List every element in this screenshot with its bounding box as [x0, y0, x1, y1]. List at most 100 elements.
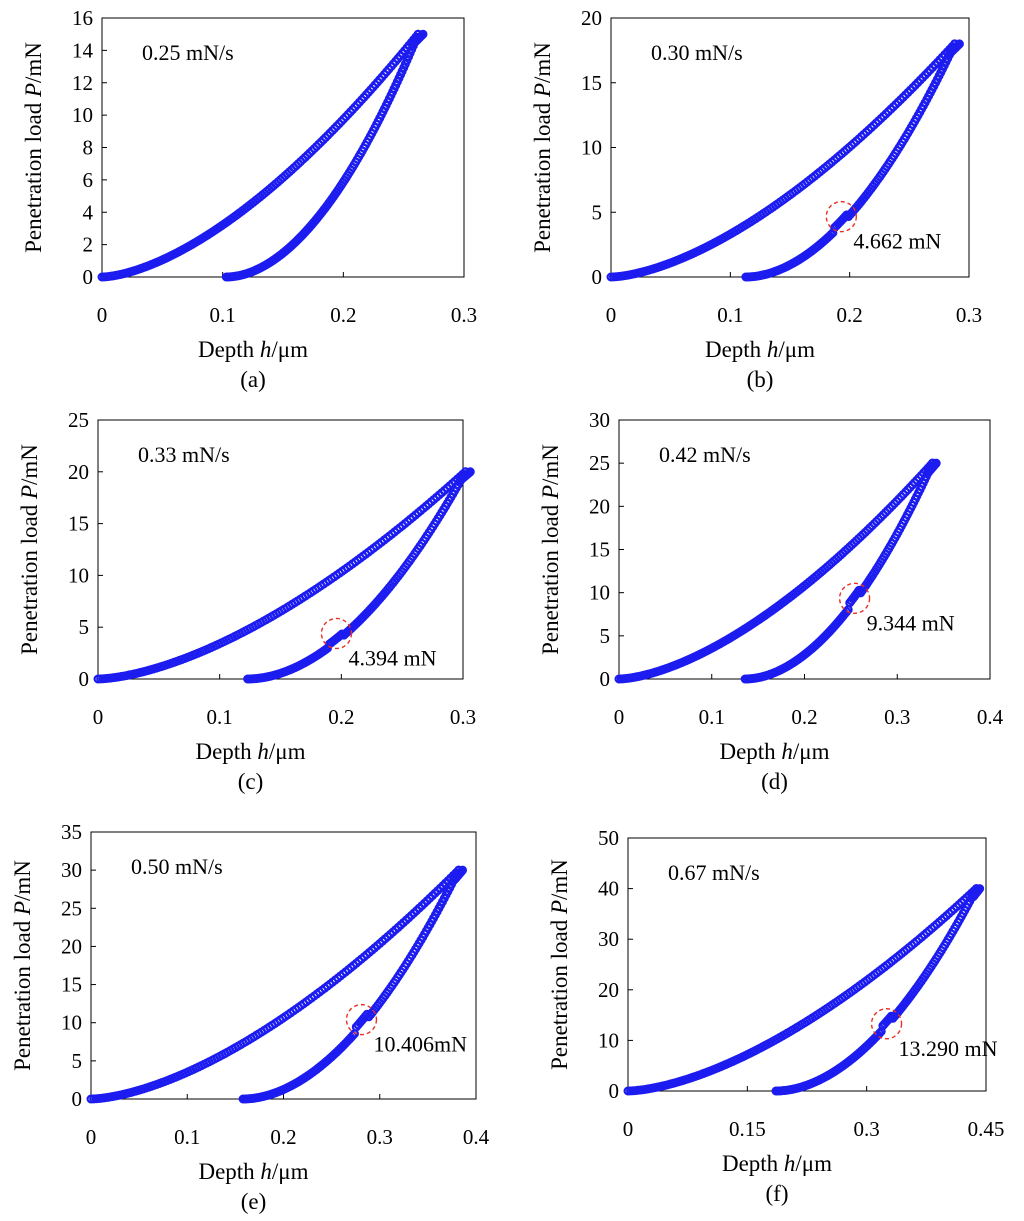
panel-b-ylabel-text: Penetration load — [530, 97, 555, 253]
panel-a-ytick-label: 0 — [83, 265, 94, 289]
panel-b-ytick-label: 10 — [581, 136, 602, 160]
panel-b-data-points — [606, 39, 964, 282]
panel-c-rate-label: 0.33 mN/s — [138, 442, 230, 467]
panel-e-ytick-label: 30 — [61, 858, 82, 882]
panel-c-xtick-label: 0.3 — [450, 705, 476, 729]
panel-e-ytick-label: 10 — [61, 1011, 82, 1035]
panel-f-rate-label: 0.67 mN/s — [668, 860, 760, 885]
panel-a-rate-label: 0.25 mN/s — [142, 40, 234, 65]
panel-d-label: (d) — [761, 769, 788, 794]
panel-c-xlabel-var: h — [257, 739, 269, 764]
panel-b-ylabel-unit: /mN — [530, 42, 555, 83]
panel-c-ylabel-unit: /mN — [17, 444, 42, 485]
panel-d-ylabel-unit: /mN — [538, 444, 563, 485]
panel-e-ytick-label: 5 — [72, 1049, 83, 1073]
panel-d-ytick-label: 5 — [600, 624, 611, 648]
panel-b-xtick-label: 0 — [606, 303, 617, 327]
panel-a-xlabel: Depth h/μm — [198, 337, 308, 362]
panel-b-xtick-label: 0.1 — [717, 303, 743, 327]
panel-f-dwell-point — [975, 884, 985, 894]
panel-a-dwell-point — [418, 29, 428, 39]
panel-b-popin-circle — [825, 200, 858, 233]
panel-c-popin-label: 4.394 mN — [348, 645, 436, 670]
panel-d-popin-label: 9.344 mN — [867, 610, 955, 635]
panel-f-xlabel-var: h — [784, 1151, 796, 1176]
panel-b-ytick-label: 15 — [581, 71, 602, 95]
panel-a-ylabel: Penetration load P/mN — [21, 42, 46, 253]
panel-c-ytick-label: 0 — [79, 667, 90, 691]
panel-f-xlabel: Depth h/μm — [722, 1151, 832, 1176]
panel-e-ytick-label: 15 — [61, 973, 82, 997]
panel-b-xlabel: Depth h/μm — [705, 337, 815, 362]
panel-d-ytick-label: 0 — [600, 667, 611, 691]
panel-b-popin-label: 4.662 mN — [853, 229, 941, 254]
panel-e-xtick-label: 0.2 — [270, 1125, 296, 1149]
panel-f-ytick-label: 50 — [598, 826, 619, 850]
panel-b-dwell-point — [954, 39, 964, 49]
panel-a-xtick-label: 0.2 — [330, 303, 356, 327]
panel-e-data-points — [86, 865, 468, 1104]
panel-c-xtick-label: 0.1 — [207, 705, 233, 729]
panel-d-xtick-label: 0.1 — [699, 705, 725, 729]
panel-e-ylabel-text: Penetration load — [10, 915, 35, 1071]
panel-e-label: (e) — [241, 1189, 267, 1214]
panel-f-ytick-label: 20 — [598, 978, 619, 1002]
panel-e-ytick-label: 20 — [61, 934, 82, 958]
panel-c-xlabel: Depth h/μm — [195, 739, 305, 764]
panel-a-ytick-label: 16 — [72, 6, 93, 30]
panel-d-popin-circle — [838, 582, 871, 615]
panel-a-xlabel-unit: /μm — [271, 337, 308, 362]
panel-c-ylabel-text: Penetration load — [17, 499, 42, 655]
panel-a-xtick-label: 0.1 — [210, 303, 236, 327]
panel-a-ylabel-text: Penetration load — [21, 97, 46, 253]
panel-d-dwell-point — [931, 458, 941, 468]
panel-f-plot-frame — [627, 837, 987, 1092]
panel-c-ytick-label: 5 — [79, 615, 90, 639]
panel-d-ytick-label: 10 — [589, 581, 610, 605]
panel-c-label: (c) — [238, 769, 264, 794]
panel-b-xlabel-var: h — [767, 337, 779, 362]
panel-e-xlabel-var: h — [260, 1159, 272, 1184]
panel-c-ylabel-var: P — [17, 485, 42, 500]
panel-c-data-points — [93, 467, 475, 684]
panel-e-xtick-label: 0.3 — [367, 1125, 393, 1149]
panel-d-xtick-label: 0.3 — [884, 705, 910, 729]
panel-d-data-points — [614, 458, 941, 684]
panel-d-ylabel: Penetration load P/mN — [538, 444, 563, 655]
panel-d-rate-label: 0.42 mN/s — [659, 442, 751, 467]
panel-e-ytick-label: 35 — [61, 820, 82, 844]
panel-d-ylabel-var: P — [538, 485, 563, 500]
panel-f-ylabel: Penetration load P/mN — [547, 859, 572, 1070]
panel-f-xtick-label: 0.15 — [729, 1117, 766, 1141]
panel-c-xlabel-unit: /μm — [269, 739, 306, 764]
panel-f-ytick-label: 0 — [609, 1079, 620, 1103]
panel-b-ytick-label: 5 — [592, 200, 603, 224]
panel-a-xtick-label: 0.3 — [451, 303, 477, 327]
panel-e-ylabel-unit: /mN — [10, 860, 35, 901]
panel-c-xtick-label: 0 — [93, 705, 104, 729]
panel-c-ytick-label: 20 — [68, 460, 89, 484]
panel-d-ytick-label: 20 — [589, 494, 610, 518]
panel-d-ytick-label: 15 — [589, 538, 610, 562]
panel-d-ylabel-text: Penetration load — [538, 499, 563, 655]
panel-a-ytick-label: 14 — [72, 38, 94, 62]
panel-c-plot-frame — [97, 419, 464, 680]
panel-a-ytick-label: 6 — [83, 168, 94, 192]
panel-b-xlabel-unit: /μm — [778, 337, 815, 362]
panel-b-label: (b) — [747, 367, 774, 392]
panel-a-ylabel-var: P — [21, 83, 46, 98]
panel-c-dwell-point — [465, 467, 475, 477]
panel-c-xlabel-text: Depth — [195, 739, 257, 764]
panel-d-xlabel: Depth h/μm — [719, 739, 829, 764]
panel-e-popin-circle — [345, 1003, 378, 1036]
panel-f-ytick-label: 10 — [598, 1028, 619, 1052]
panel-d-xlabel-var: h — [781, 739, 793, 764]
panel-f-xlabel-unit: /μm — [795, 1151, 832, 1176]
panel-b-xtick-label: 0.3 — [956, 303, 982, 327]
panel-b-ytick-label: 0 — [592, 265, 603, 289]
